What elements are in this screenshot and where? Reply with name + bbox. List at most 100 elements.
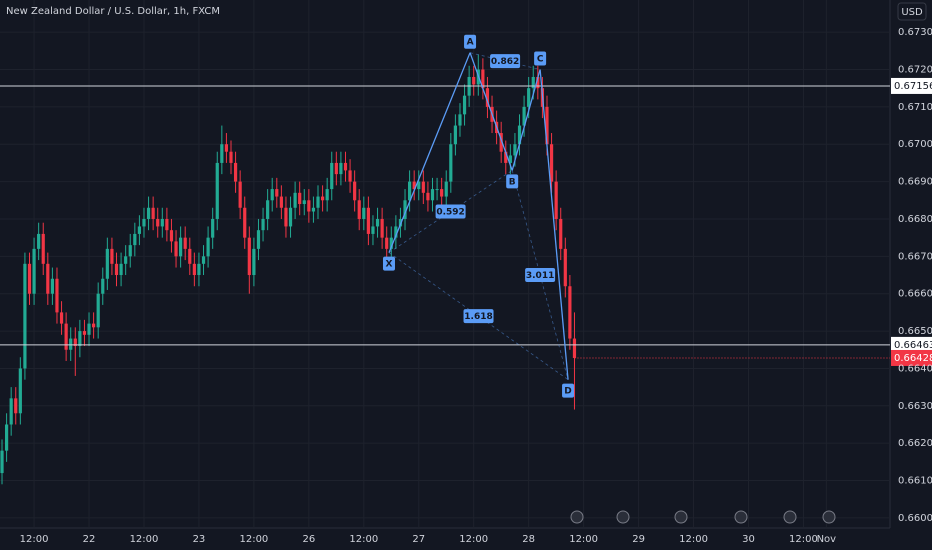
ratio-label: 0.592: [436, 207, 464, 217]
candle-body: [119, 263, 123, 276]
ratio-label: 0.862: [491, 57, 519, 67]
ratio-label: 1.618: [464, 312, 492, 322]
candle-body: [256, 230, 261, 249]
candle-body: [142, 218, 146, 227]
ratio-box: [490, 54, 521, 69]
x-tick-label: 22: [83, 534, 96, 545]
candle-body: [421, 181, 425, 193]
pattern-leg: [469, 52, 513, 171]
candle-body: [298, 192, 302, 205]
candle-body: [233, 162, 238, 182]
pattern-leg: [511, 69, 541, 171]
candle-body: [499, 133, 503, 152]
pattern-point-label: C: [537, 55, 544, 65]
x-tick-label: Nov: [817, 534, 837, 545]
x-tick-label: 12:00: [679, 534, 708, 545]
candle-body: [343, 162, 348, 171]
candle-body: [444, 181, 448, 197]
candle-body: [563, 248, 567, 287]
candle-body: [412, 181, 416, 190]
candle-body: [69, 338, 73, 350]
candle-body: [307, 200, 311, 212]
x-tick-label: 23: [193, 534, 206, 545]
event-icon[interactable]: [734, 510, 748, 524]
candle-body: [9, 398, 13, 425]
candle-body: [440, 189, 444, 197]
candle-body: [279, 196, 283, 208]
candle-body: [554, 181, 558, 219]
candle-body: [211, 218, 215, 238]
candle-body: [311, 207, 316, 212]
candle-body: [366, 207, 370, 234]
candle-body: [536, 76, 540, 89]
pattern-point-box: [534, 51, 547, 66]
candle-body: [247, 237, 251, 276]
x-tick-label: 12:00: [459, 534, 488, 545]
currency[interactable]: USD: [901, 7, 923, 18]
pattern-point-box: [382, 256, 395, 271]
candle-body: [41, 233, 45, 264]
currency-box[interactable]: [897, 2, 927, 21]
candle-body: [527, 88, 531, 107]
event-icon[interactable]: [783, 510, 797, 524]
candle-body: [458, 114, 462, 126]
pattern-leg: [388, 52, 471, 253]
candle-body: [334, 162, 338, 175]
price-line-label: 0.66463: [894, 340, 932, 351]
overlay: 0.67156 0.66463 0.66428 0.862 0.592 3.011 1.61…: [0, 34, 932, 524]
candle-body: [224, 144, 229, 152]
candle-body: [23, 263, 27, 369]
candle-body: [169, 230, 174, 242]
event-icon[interactable]: [570, 510, 584, 524]
price-line-tag: [891, 77, 932, 94]
candle-body: [156, 218, 160, 227]
candle-body: [32, 248, 36, 294]
candle-body: [513, 144, 517, 156]
candle-body: [50, 278, 54, 294]
ratio-box: [435, 204, 466, 219]
candle-body: [485, 88, 490, 107]
candle-body: [174, 241, 178, 257]
candle-body: [197, 263, 201, 276]
candle-body: [549, 144, 554, 182]
event-icon[interactable]: [822, 510, 836, 524]
pattern-point-label: B: [509, 177, 516, 187]
pattern-point-box: [506, 174, 519, 189]
ratio-box: [463, 309, 494, 324]
candle-body: [252, 248, 256, 276]
event-icon[interactable]: [616, 510, 630, 524]
x-tick-label: 12:00: [130, 534, 159, 545]
candle-body: [192, 263, 196, 276]
candle-body: [275, 189, 279, 197]
y-tick-label: 0.67300: [898, 27, 932, 38]
candle-body: [362, 207, 366, 219]
candle-body: [133, 233, 137, 246]
candle-body: [18, 368, 22, 414]
candle-body: [545, 106, 549, 145]
x-tick-label: 27: [412, 534, 425, 545]
candle-body: [165, 218, 169, 231]
candle-body: [4, 424, 9, 451]
candle-body: [101, 278, 105, 294]
candle-body: [517, 125, 522, 145]
candle-body: [430, 189, 435, 201]
candle-body: [201, 256, 206, 264]
x-tick-label: 12:00: [239, 534, 268, 545]
candle-body: [160, 218, 164, 227]
event-icon[interactable]: [674, 510, 688, 524]
candle-body: [0, 450, 4, 474]
candle-body: [426, 192, 430, 201]
candle-body: [568, 286, 572, 339]
candle-body: [394, 226, 398, 238]
candle-body: [316, 196, 320, 208]
